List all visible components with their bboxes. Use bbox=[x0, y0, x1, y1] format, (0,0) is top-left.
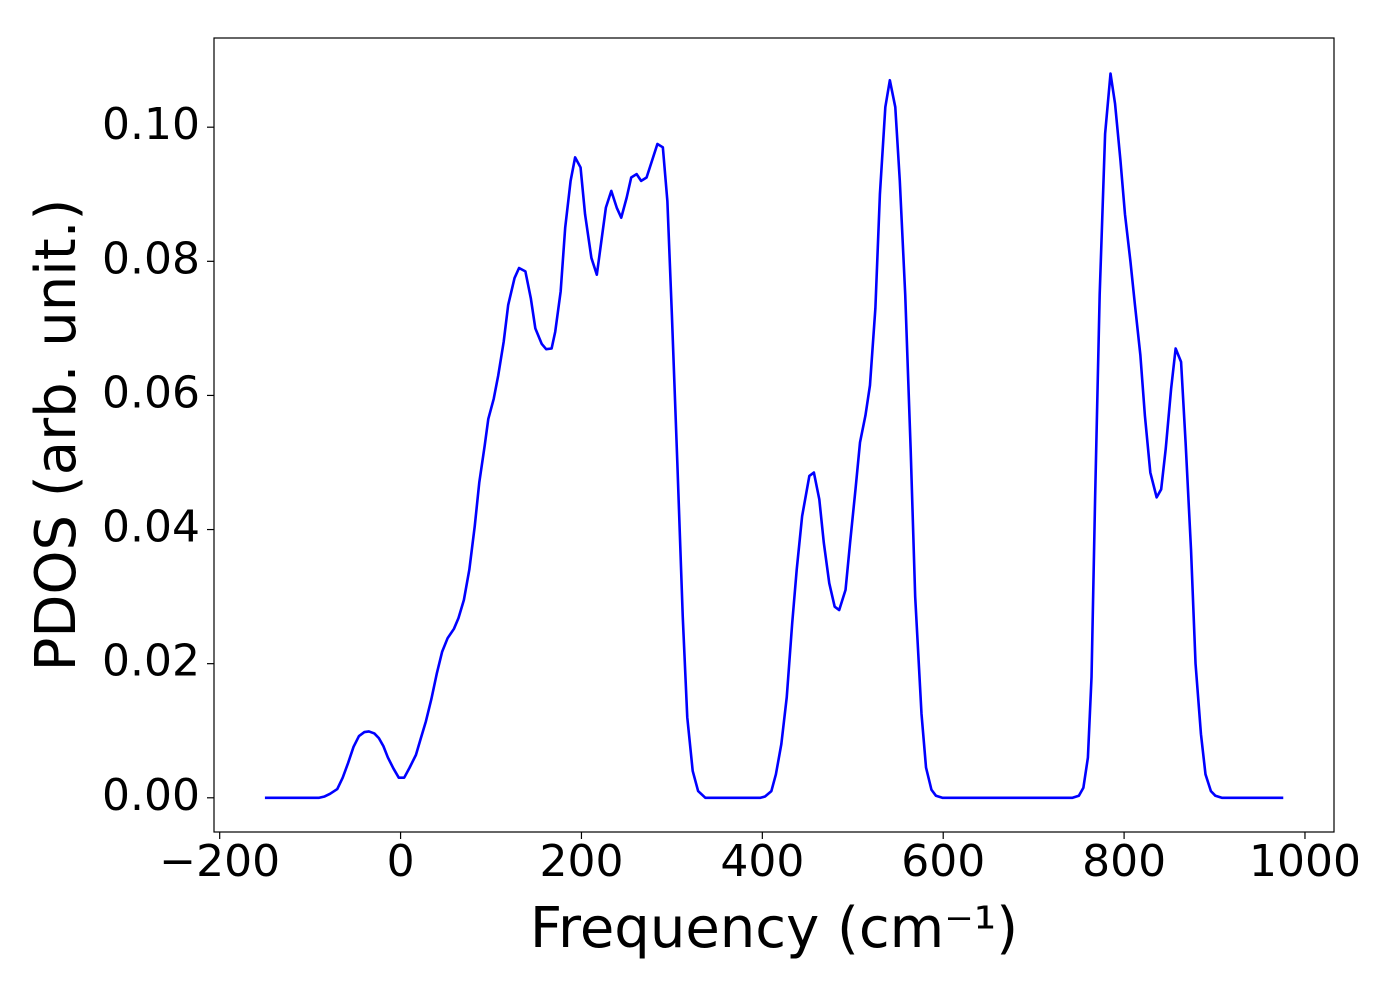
y-tick-label: 0.02 bbox=[102, 636, 200, 687]
y-tick-label: 0.08 bbox=[102, 233, 200, 284]
y-tick-label: 0.00 bbox=[102, 770, 200, 821]
x-tick-label: 400 bbox=[720, 836, 804, 887]
y-tick-label: 0.04 bbox=[102, 502, 200, 553]
data-line bbox=[264, 72, 1284, 800]
x-tick-label: 800 bbox=[1082, 836, 1166, 887]
y-tick-label: 0.06 bbox=[102, 367, 200, 418]
x-tick-label: 200 bbox=[539, 836, 623, 887]
x-tick-label: 600 bbox=[901, 836, 985, 887]
x-axis-label: Frequency (cm⁻¹) bbox=[530, 896, 1018, 961]
y-axis-label: PDOS (arb. unit.) bbox=[24, 199, 89, 672]
x-tick-label: 1000 bbox=[1249, 836, 1361, 887]
x-tick-label: −200 bbox=[159, 836, 280, 887]
x-tick-label: 0 bbox=[387, 836, 415, 887]
plot-frame bbox=[213, 37, 1335, 833]
y-tick-label: 0.10 bbox=[102, 99, 200, 150]
